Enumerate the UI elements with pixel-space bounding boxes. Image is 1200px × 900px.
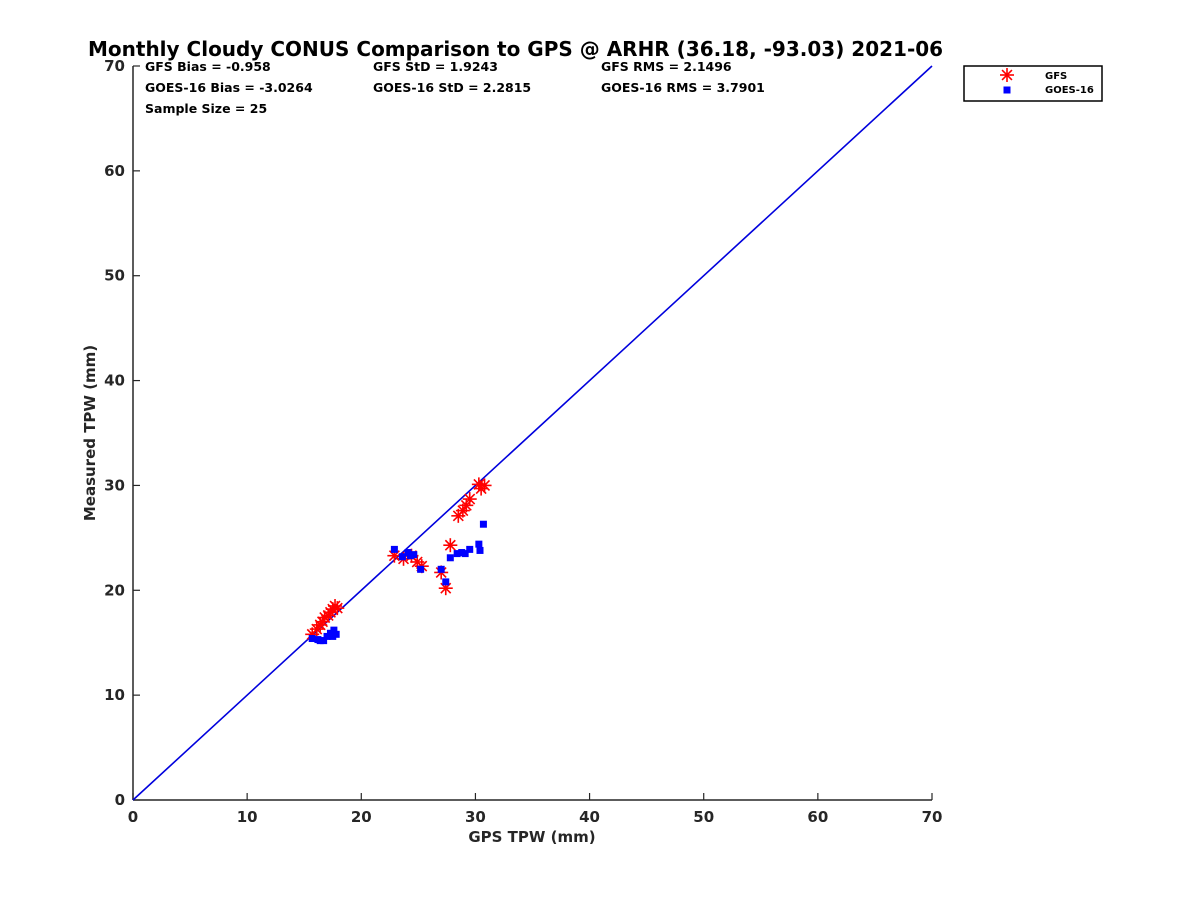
goes16-point: [330, 626, 338, 634]
x-tick-label: 20: [351, 808, 372, 826]
y-axis-label: Measured TPW (mm): [81, 345, 99, 521]
goes16-point: [475, 540, 483, 548]
x-tick-label: 30: [465, 808, 486, 826]
y-tick-label: 0: [115, 791, 125, 809]
legend-goes16-square: [1003, 86, 1011, 94]
goes16-point: [453, 550, 461, 558]
reference-line-group: [132, 65, 933, 801]
goes16-point: [442, 578, 450, 586]
y-tick-label: 70: [104, 57, 125, 75]
x-tick-label: 70: [922, 808, 943, 826]
goes16-point: [466, 545, 474, 553]
gfs-rms: GFS RMS = 2.1496: [601, 59, 732, 74]
goes16-point: [437, 565, 445, 573]
goes16-point: [308, 635, 316, 643]
legend: GFS GOES-16: [963, 65, 1103, 102]
one-to-one-line: [132, 65, 933, 801]
goes16-point: [446, 554, 454, 562]
goes16-point: [398, 553, 406, 561]
gfs-point: [477, 478, 492, 493]
goes16-point: [461, 550, 469, 558]
goes16-bias: GOES-16 Bias = -3.0264: [145, 80, 313, 95]
chart-title: Monthly Cloudy CONUS Comparison to GPS @…: [88, 37, 943, 61]
goes16-std: GOES-16 StD = 2.2815: [373, 80, 531, 95]
y-tick-label: 10: [104, 686, 125, 704]
y-tick-label: 50: [104, 267, 125, 285]
x-tick-label: 40: [579, 808, 600, 826]
y-tick-label: 20: [104, 581, 125, 599]
x-tick-label: 60: [807, 808, 828, 826]
sample-size: Sample Size = 25: [145, 101, 267, 116]
stats-block: GFS Bias = -0.958 GFS StD = 1.9243 GFS R…: [145, 59, 765, 116]
goes16-point: [476, 546, 484, 554]
legend-goes16-label: GOES-16: [1045, 85, 1094, 96]
goes16-rms: GOES-16 RMS = 3.7901: [601, 80, 765, 95]
series-goes16: [308, 520, 487, 645]
gfs-std: GFS StD = 1.9243: [373, 59, 498, 74]
gfs-point: [462, 492, 477, 507]
gfs-point: [443, 538, 458, 553]
legend-gfs-label: GFS: [1045, 71, 1067, 82]
x-axis-label: GPS TPW (mm): [468, 828, 595, 846]
gfs-bias: GFS Bias = -0.958: [145, 59, 271, 74]
goes16-point: [329, 632, 337, 640]
legend-goes16-marker: [1003, 86, 1011, 94]
goes16-point: [479, 520, 487, 528]
gfs-point: [330, 601, 345, 616]
goes16-point: [314, 636, 322, 644]
goes16-point: [406, 552, 414, 560]
x-tick-label: 50: [693, 808, 714, 826]
y-tick-label: 30: [104, 476, 125, 494]
axes: 0 10 20 30 40 50 60 70 0 10 20 30 40 50 60 70: [104, 57, 942, 826]
goes16-point: [390, 545, 398, 553]
legend-gfs-marker: [1000, 68, 1014, 82]
legend-box: [963, 65, 1103, 102]
legend-gfs-asterisk: [1000, 68, 1014, 82]
y-tick-label: 40: [104, 372, 125, 390]
x-tick-label: 0: [128, 808, 138, 826]
y-tick-label: 60: [104, 162, 125, 180]
goes16-point: [320, 637, 328, 645]
x-tick-label: 10: [237, 808, 258, 826]
goes16-point: [417, 565, 425, 573]
